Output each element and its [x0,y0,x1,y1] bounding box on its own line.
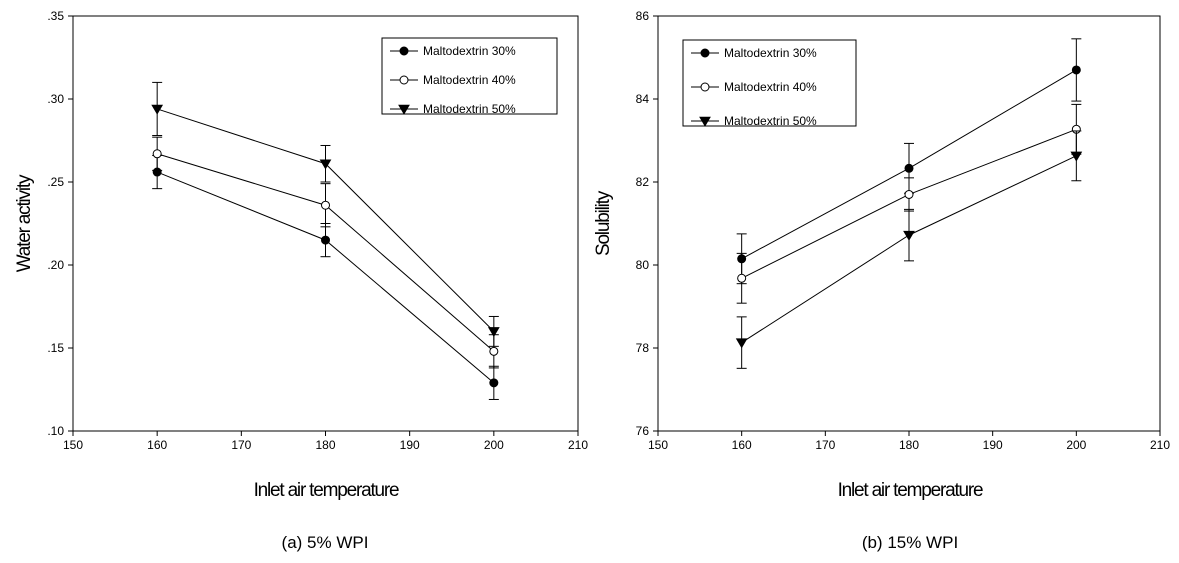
x-tick-label: 150 [63,438,83,452]
x-tick-label: 190 [983,438,1003,452]
legend-marker [699,116,711,127]
legend-marker [700,48,710,58]
data-point [904,189,914,199]
data-point [487,327,500,338]
chart-panel-a: 150 160 170 180 190 200 210 .10 .15 .20 .25 .30 .35 W… [14,9,588,552]
panel-caption: (b) 15% WPI [862,533,958,552]
x-axis-title: Inlet air temperature [838,480,983,501]
x-tick-label: 150 [648,438,668,452]
data-point [735,338,748,349]
x-tick-label: 210 [568,438,588,452]
x-tick-label: 180 [899,438,919,452]
data-point [489,378,499,388]
y-tick-label: 86 [636,9,650,23]
legend-label: Maltodextrin 30% [423,44,516,58]
legend-marker [399,46,409,56]
data-point [1070,151,1083,162]
legend-label: Maltodextrin 40% [724,80,817,94]
panel-caption: (a) 5% WPI [282,533,369,552]
y-tick-label: .30 [47,92,64,106]
data-point [737,273,747,283]
y-tick-label: 80 [636,258,650,272]
x-tick-label: 160 [732,438,752,452]
x-tick-label: 210 [1150,438,1170,452]
series-3 [151,81,500,347]
legend-box [682,39,857,127]
x-tick-label: 200 [1066,438,1086,452]
legend: Maltodextrin 30% Maltodextrin 40% Maltodex… [381,37,558,116]
legend-label: Maltodextrin 50% [423,102,516,116]
data-point [1071,65,1081,75]
data-point [903,230,915,241]
y-tick-label: .15 [47,341,64,355]
y-tick-label: 78 [636,341,650,355]
x-tick-label: 200 [484,438,504,452]
y-tick-label: .25 [47,175,64,189]
y-axis-title: Water activity [14,174,35,272]
series-3 [735,130,1083,369]
legend-label: Maltodextrin 40% [423,73,516,87]
chart-panel-b: 150 160 170 180 190 200 210 76 78 80 82 84 86 Solubil… [593,9,1170,552]
x-tick-label: 190 [400,438,420,452]
x-axis-title: Inlet air temperature [254,480,399,501]
legend-marker [398,104,410,115]
legend-label: Maltodextrin 50% [724,114,817,128]
x-tick-label: 180 [315,438,335,452]
series-2 [152,136,499,369]
data-point [319,159,332,170]
y-tick-label: 76 [636,424,650,438]
legend-marker [399,75,409,85]
y-tick-label: .10 [47,424,64,438]
data-point [321,200,330,210]
legend: Maltodextrin 30% Maltodextrin 40% Maltodex… [682,39,857,128]
y-tick-label: .20 [47,258,64,272]
y-tick-label: .35 [47,9,64,23]
data-point [489,346,499,356]
x-tick-label: 170 [231,438,251,452]
y-tick-label: 84 [636,92,650,106]
y-tick-label: 82 [636,175,650,189]
data-point [904,163,914,173]
x-tick-label: 170 [815,438,835,452]
data-point [321,235,330,245]
x-tick-label: 160 [147,438,167,452]
y-axis-title: Solubility [593,190,614,256]
legend-marker [700,82,710,92]
series-2 [736,103,1082,304]
data-point [151,104,164,115]
legend-label: Maltodextrin 30% [724,46,817,60]
data-point [152,149,162,159]
